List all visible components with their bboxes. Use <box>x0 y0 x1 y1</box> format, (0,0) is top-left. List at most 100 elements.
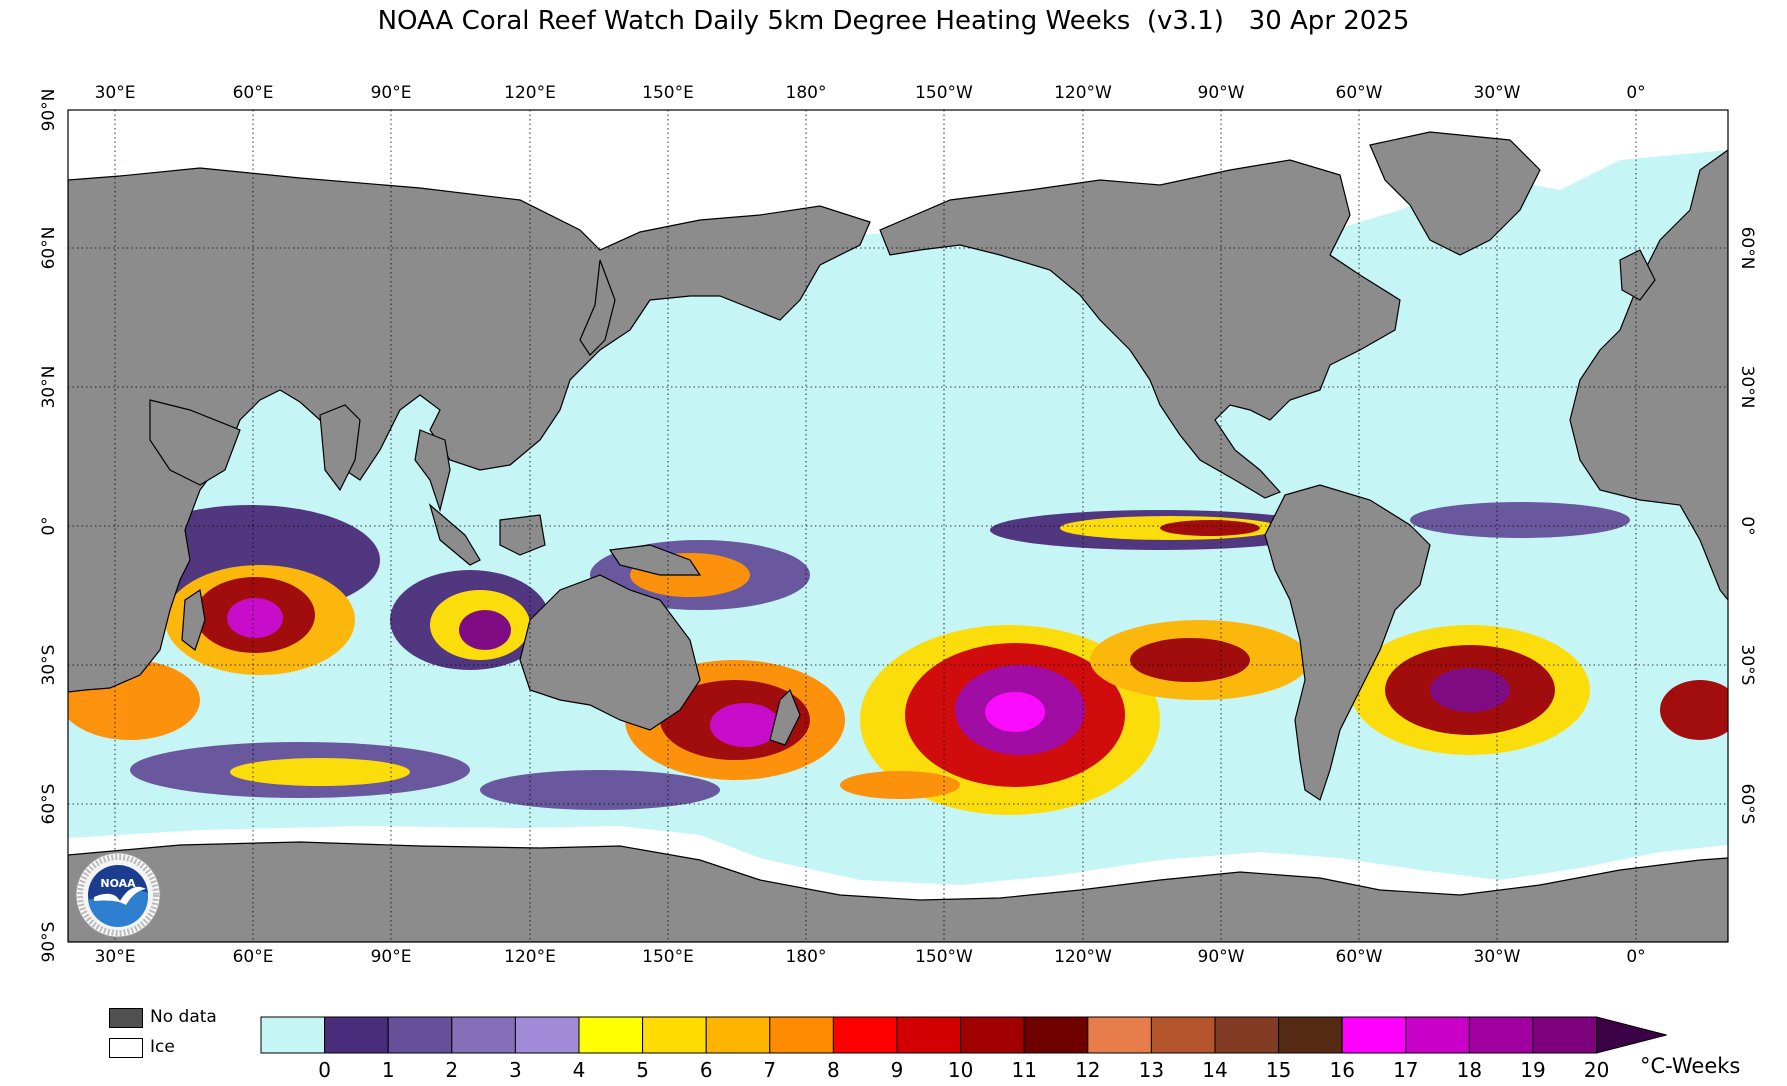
arabia <box>149 399 241 486</box>
colorbar-cell <box>832 1016 898 1054</box>
colorbar-cell <box>896 1016 962 1054</box>
colorbar-cell <box>1278 1016 1343 1054</box>
lat-label: 0° <box>1737 516 1757 535</box>
lon-label: 60°W <box>1336 83 1383 103</box>
madagascar <box>181 588 206 651</box>
svg-text:NOAA: NOAA <box>100 877 136 890</box>
north-america <box>879 159 1401 499</box>
colorbar-cell <box>1341 1016 1407 1054</box>
noaa-logo: NOAA <box>75 852 161 938</box>
lon-label: 120°W <box>1054 83 1112 103</box>
lon-label: 60°W <box>1336 947 1383 967</box>
ice-swatch <box>109 1038 143 1058</box>
colorbar-tick-label: 10 <box>948 1058 973 1082</box>
colorbar-cells <box>260 1016 1598 1054</box>
colorbar-cell <box>1214 1016 1280 1054</box>
colorbar-cell <box>1023 1016 1089 1054</box>
ice-label: Ice <box>150 1037 175 1057</box>
japan <box>579 259 616 356</box>
colorbar-tick-label: 18 <box>1457 1058 1482 1082</box>
lon-label: 30°E <box>95 947 136 967</box>
colorbar-tick-label: 14 <box>1202 1058 1227 1082</box>
colorbar-tick-label: 1 <box>382 1058 395 1082</box>
lat-labels-right: 60°N 30°N 0° 30°S 60°S <box>1737 227 1757 825</box>
map-frame <box>67 109 1729 943</box>
south-america <box>1264 484 1431 801</box>
west-africa-europe <box>1569 149 1728 601</box>
colorbar-cell <box>578 1016 644 1054</box>
colorbar-cell <box>387 1016 453 1054</box>
colorbar-tick-label: 3 <box>509 1058 522 1082</box>
landmasses <box>68 131 1728 942</box>
lat-label: 60°S <box>39 784 59 825</box>
colorbar-tick-label: 2 <box>445 1058 458 1082</box>
colorbar-cell <box>324 1016 389 1054</box>
colorbar-extend-arrow <box>1596 1016 1667 1054</box>
colorbar-cell <box>514 1016 580 1054</box>
eurasia-africa <box>68 167 871 693</box>
australia <box>519 574 701 731</box>
lon-label: 0° <box>1626 947 1645 967</box>
colorbar-cell <box>260 1016 326 1054</box>
graticule <box>68 110 1728 942</box>
lon-label: 180° <box>786 947 827 967</box>
colorbar-tick-label: 6 <box>700 1058 713 1082</box>
colorbar-units: °C-Weeks <box>1640 1054 1740 1078</box>
lon-label: 150°W <box>915 83 973 103</box>
lon-label: 30°W <box>1474 947 1521 967</box>
colorbar-tick-label: 9 <box>891 1058 904 1082</box>
colorbar-cell <box>1405 1016 1470 1054</box>
colorbar-cell <box>960 1016 1025 1054</box>
lon-label: 30°E <box>95 83 136 103</box>
lat-label: 30°S <box>39 645 59 686</box>
lon-label: 90°W <box>1198 947 1245 967</box>
colorbar-ticks: 0 1 2 3 4 5 6 7 8 9 10 11 12 13 14 15 16 17 18 19 20 <box>318 1058 1609 1082</box>
colorbar-cell <box>1150 1016 1216 1054</box>
lat-label: 60°N <box>1737 227 1757 270</box>
lon-label: 150°E <box>642 83 694 103</box>
colorbar-tick-label: 19 <box>1520 1058 1545 1082</box>
colorbar-cell <box>1532 1016 1598 1054</box>
lat-label: 60°S <box>1737 784 1757 825</box>
lon-label: 120°W <box>1054 947 1112 967</box>
lon-label: 150°E <box>642 947 694 967</box>
lat-label: 30°N <box>39 366 59 409</box>
colorbar-cell <box>705 1016 771 1054</box>
lat-label: 0° <box>39 516 59 535</box>
lat-label: 90°S <box>39 922 59 963</box>
lon-label: 150°W <box>915 947 973 967</box>
map-title: NOAA Coral Reef Watch Daily 5km Degree H… <box>377 6 1410 36</box>
colorbar-tick-label: 15 <box>1266 1058 1291 1082</box>
colorbar-cell <box>642 1016 707 1054</box>
colorbar-tick-label: 17 <box>1393 1058 1418 1082</box>
lon-label: 90°E <box>371 947 412 967</box>
colorbar-tick-label: 5 <box>636 1058 649 1082</box>
lon-labels-top: 30°E 60°E 90°E 120°E 150°E 180° 150°W 12… <box>95 83 1646 103</box>
new-zealand <box>769 688 801 746</box>
colorbar-cell <box>1468 1016 1534 1054</box>
lat-label: 30°S <box>1737 645 1757 686</box>
new-guinea <box>608 544 702 576</box>
colorbar-tick-label: 11 <box>1011 1058 1036 1082</box>
lat-label: 90°N <box>39 89 59 132</box>
colorbar-cell <box>1087 1016 1152 1054</box>
lon-label: 90°E <box>371 83 412 103</box>
colorbar-tick-label: 16 <box>1329 1058 1354 1082</box>
southeast-asia <box>414 429 451 513</box>
antarctica <box>68 841 1728 942</box>
no-data-swatch <box>109 1008 143 1028</box>
india <box>319 404 361 492</box>
lat-labels-left: 90°N 60°N 30°N 0° 30°S 60°S 90°S <box>39 89 59 963</box>
sumatra <box>428 503 481 566</box>
no-data-label: No data <box>150 1007 217 1027</box>
british-isles <box>1619 249 1656 301</box>
colorbar-tick-label: 20 <box>1584 1058 1609 1082</box>
colorbar-tick-label: 4 <box>573 1058 586 1082</box>
lon-labels-bottom: 30°E 60°E 90°E 120°E 150°E 180° 150°W 12… <box>95 947 1646 967</box>
colorbar-cell <box>769 1016 834 1054</box>
lon-label: 180° <box>786 83 827 103</box>
lat-label: 60°N <box>39 227 59 270</box>
lon-label: 0° <box>1626 83 1645 103</box>
